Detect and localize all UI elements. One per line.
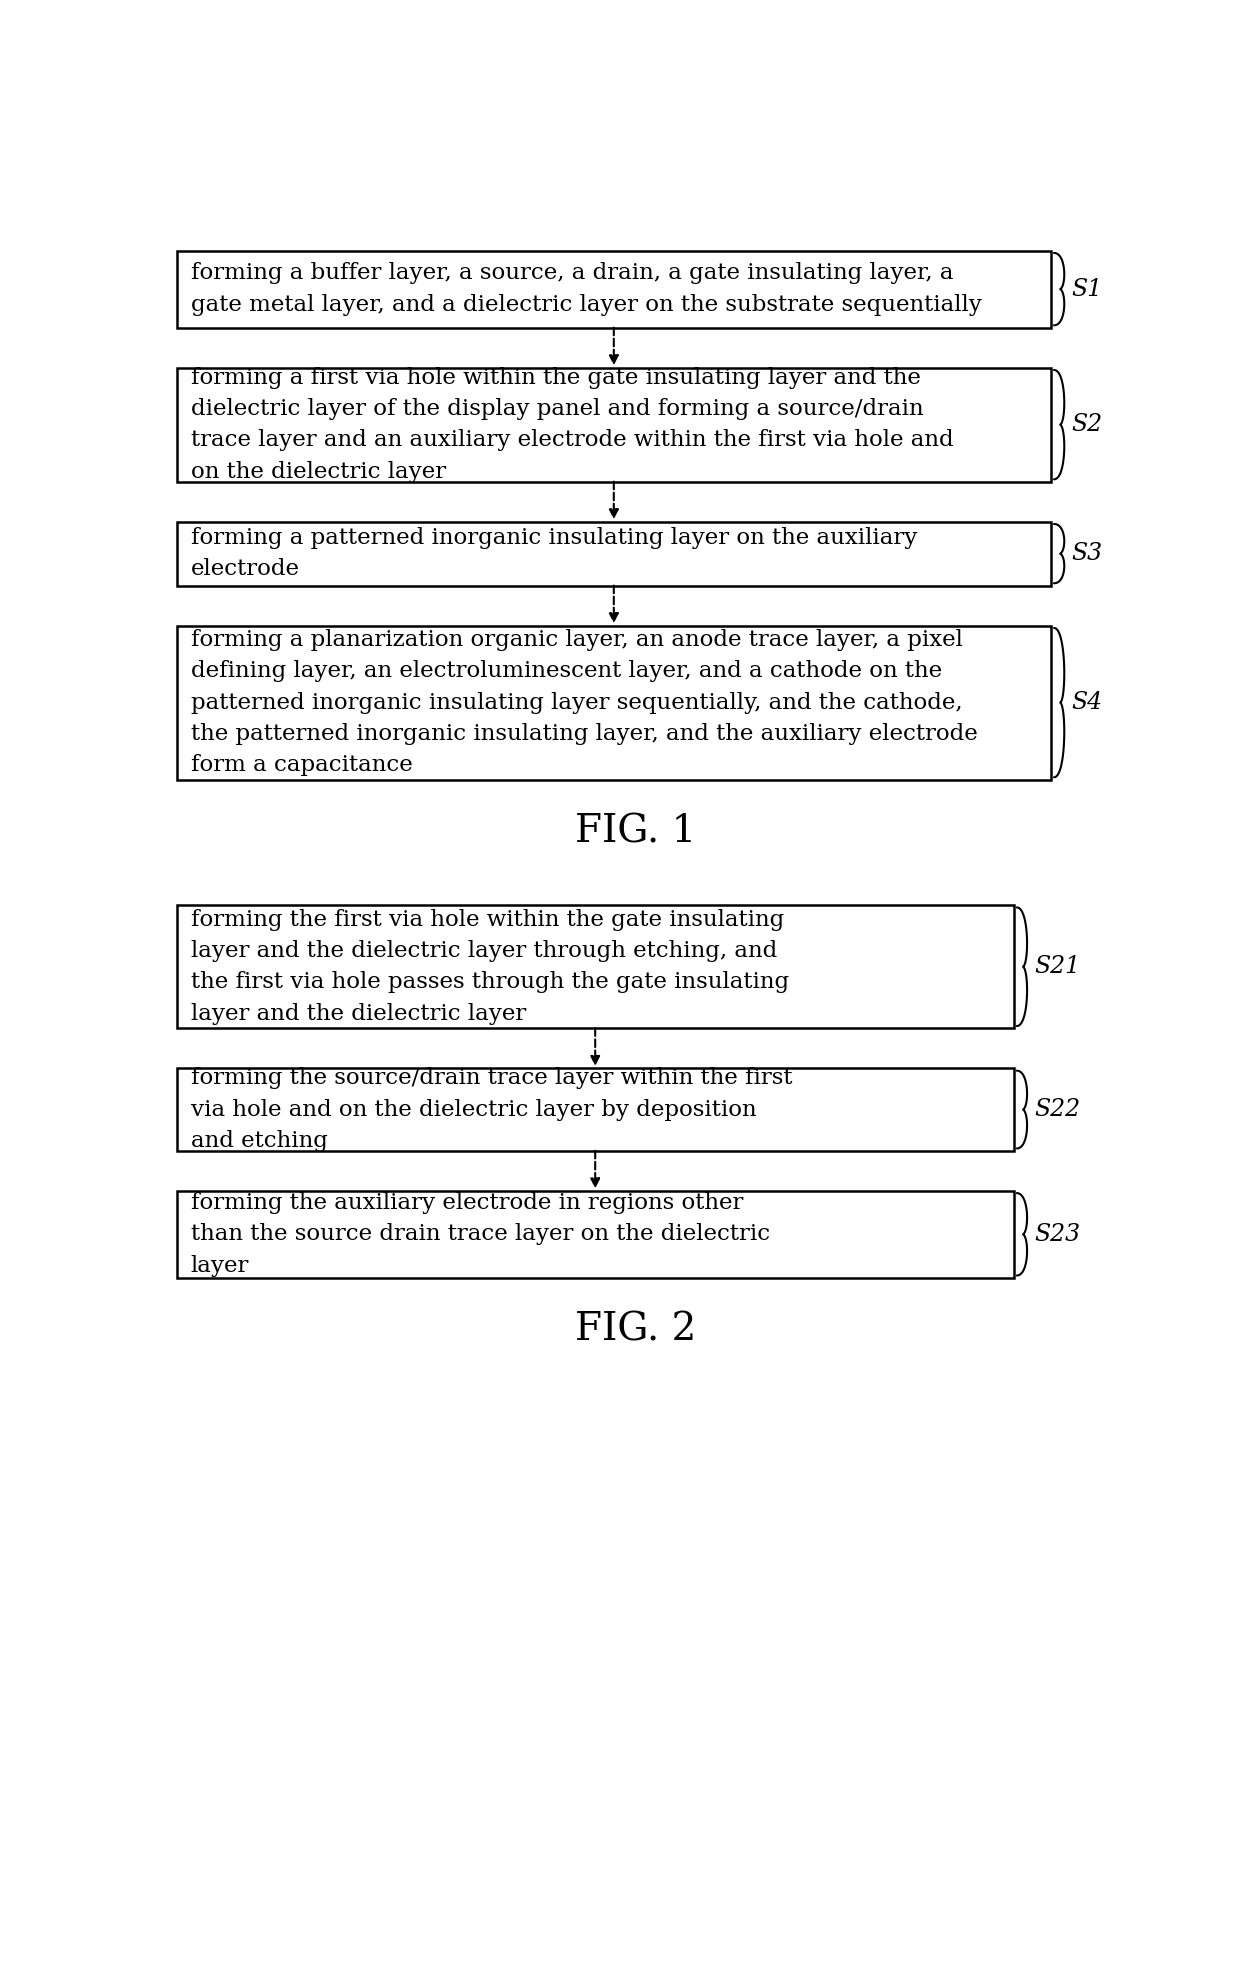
Text: S21: S21 <box>1034 955 1080 979</box>
Bar <box>176 367 1052 481</box>
Text: S2: S2 <box>1071 412 1102 436</box>
Bar <box>176 251 1052 328</box>
Bar <box>176 1067 1014 1150</box>
Text: forming the auxiliary electrode in regions other
than the source drain trace lay: forming the auxiliary electrode in regio… <box>191 1192 770 1277</box>
Text: S3: S3 <box>1071 543 1102 564</box>
Text: S4: S4 <box>1071 691 1102 714</box>
Bar <box>176 625 1052 779</box>
Bar <box>176 906 1014 1028</box>
Text: forming a patterned inorganic insulating layer on the auxiliary
electrode: forming a patterned inorganic insulating… <box>191 527 918 580</box>
Text: S1: S1 <box>1071 278 1102 300</box>
Text: S22: S22 <box>1034 1099 1080 1121</box>
Text: forming a buffer layer, a source, a drain, a gate insulating layer, a
gate metal: forming a buffer layer, a source, a drai… <box>191 262 982 316</box>
Text: FIG. 1: FIG. 1 <box>575 813 696 850</box>
Bar <box>176 1192 1014 1279</box>
Text: forming the source/drain trace layer within the first
via hole and on the dielec: forming the source/drain trace layer wit… <box>191 1067 792 1152</box>
Text: S23: S23 <box>1034 1223 1080 1245</box>
Text: FIG. 2: FIG. 2 <box>575 1312 696 1350</box>
Text: forming a first via hole within the gate insulating layer and the
dielectric lay: forming a first via hole within the gate… <box>191 367 954 483</box>
Text: forming the first via hole within the gate insulating
layer and the dielectric l: forming the first via hole within the ga… <box>191 910 789 1024</box>
Text: forming a planarization organic layer, an anode trace layer, a pixel
defining la: forming a planarization organic layer, a… <box>191 629 977 775</box>
Bar <box>176 521 1052 586</box>
